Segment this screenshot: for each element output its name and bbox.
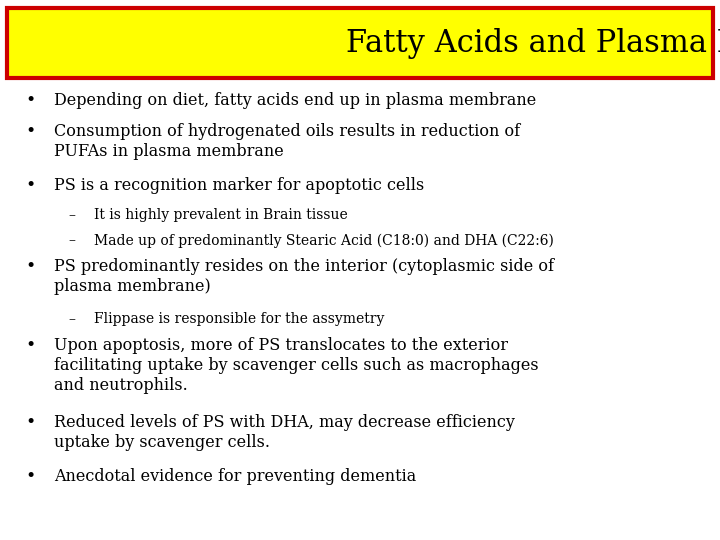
Text: Flippase is responsible for the assymetry: Flippase is responsible for the assymetr… <box>94 312 384 326</box>
Text: •: • <box>25 177 35 194</box>
Text: Depending on diet, fatty acids end up in plasma membrane: Depending on diet, fatty acids end up in… <box>54 92 536 109</box>
Text: It is highly prevalent in Brain tissue: It is highly prevalent in Brain tissue <box>94 208 347 222</box>
Text: PS predominantly resides on the interior (cytoplasmic side of
plasma membrane): PS predominantly resides on the interior… <box>54 258 554 295</box>
Text: •: • <box>25 337 35 354</box>
Text: •: • <box>25 414 35 430</box>
Text: •: • <box>25 468 35 484</box>
Text: •: • <box>25 92 35 109</box>
FancyBboxPatch shape <box>7 8 713 78</box>
Text: Made up of predominantly Stearic Acid (C18:0) and DHA (C22:6): Made up of predominantly Stearic Acid (C… <box>94 233 554 248</box>
Text: Fatty Acids and Plasma Membrane: Fatty Acids and Plasma Membrane <box>346 28 720 59</box>
Text: –: – <box>68 208 76 222</box>
Text: •: • <box>25 258 35 275</box>
Text: •: • <box>25 123 35 140</box>
Text: –: – <box>68 233 76 247</box>
Text: PS is a recognition marker for apoptotic cells: PS is a recognition marker for apoptotic… <box>54 177 424 194</box>
Text: Consumption of hydrogenated oils results in reduction of
PUFAs in plasma membran: Consumption of hydrogenated oils results… <box>54 123 520 160</box>
Text: Reduced levels of PS with DHA, may decrease efficiency
uptake by scavenger cells: Reduced levels of PS with DHA, may decre… <box>54 414 515 451</box>
Text: Upon apoptosis, more of PS translocates to the exterior
facilitating uptake by s: Upon apoptosis, more of PS translocates … <box>54 337 539 394</box>
Text: Anecdotal evidence for preventing dementia: Anecdotal evidence for preventing dement… <box>54 468 416 484</box>
Text: –: – <box>68 312 76 326</box>
